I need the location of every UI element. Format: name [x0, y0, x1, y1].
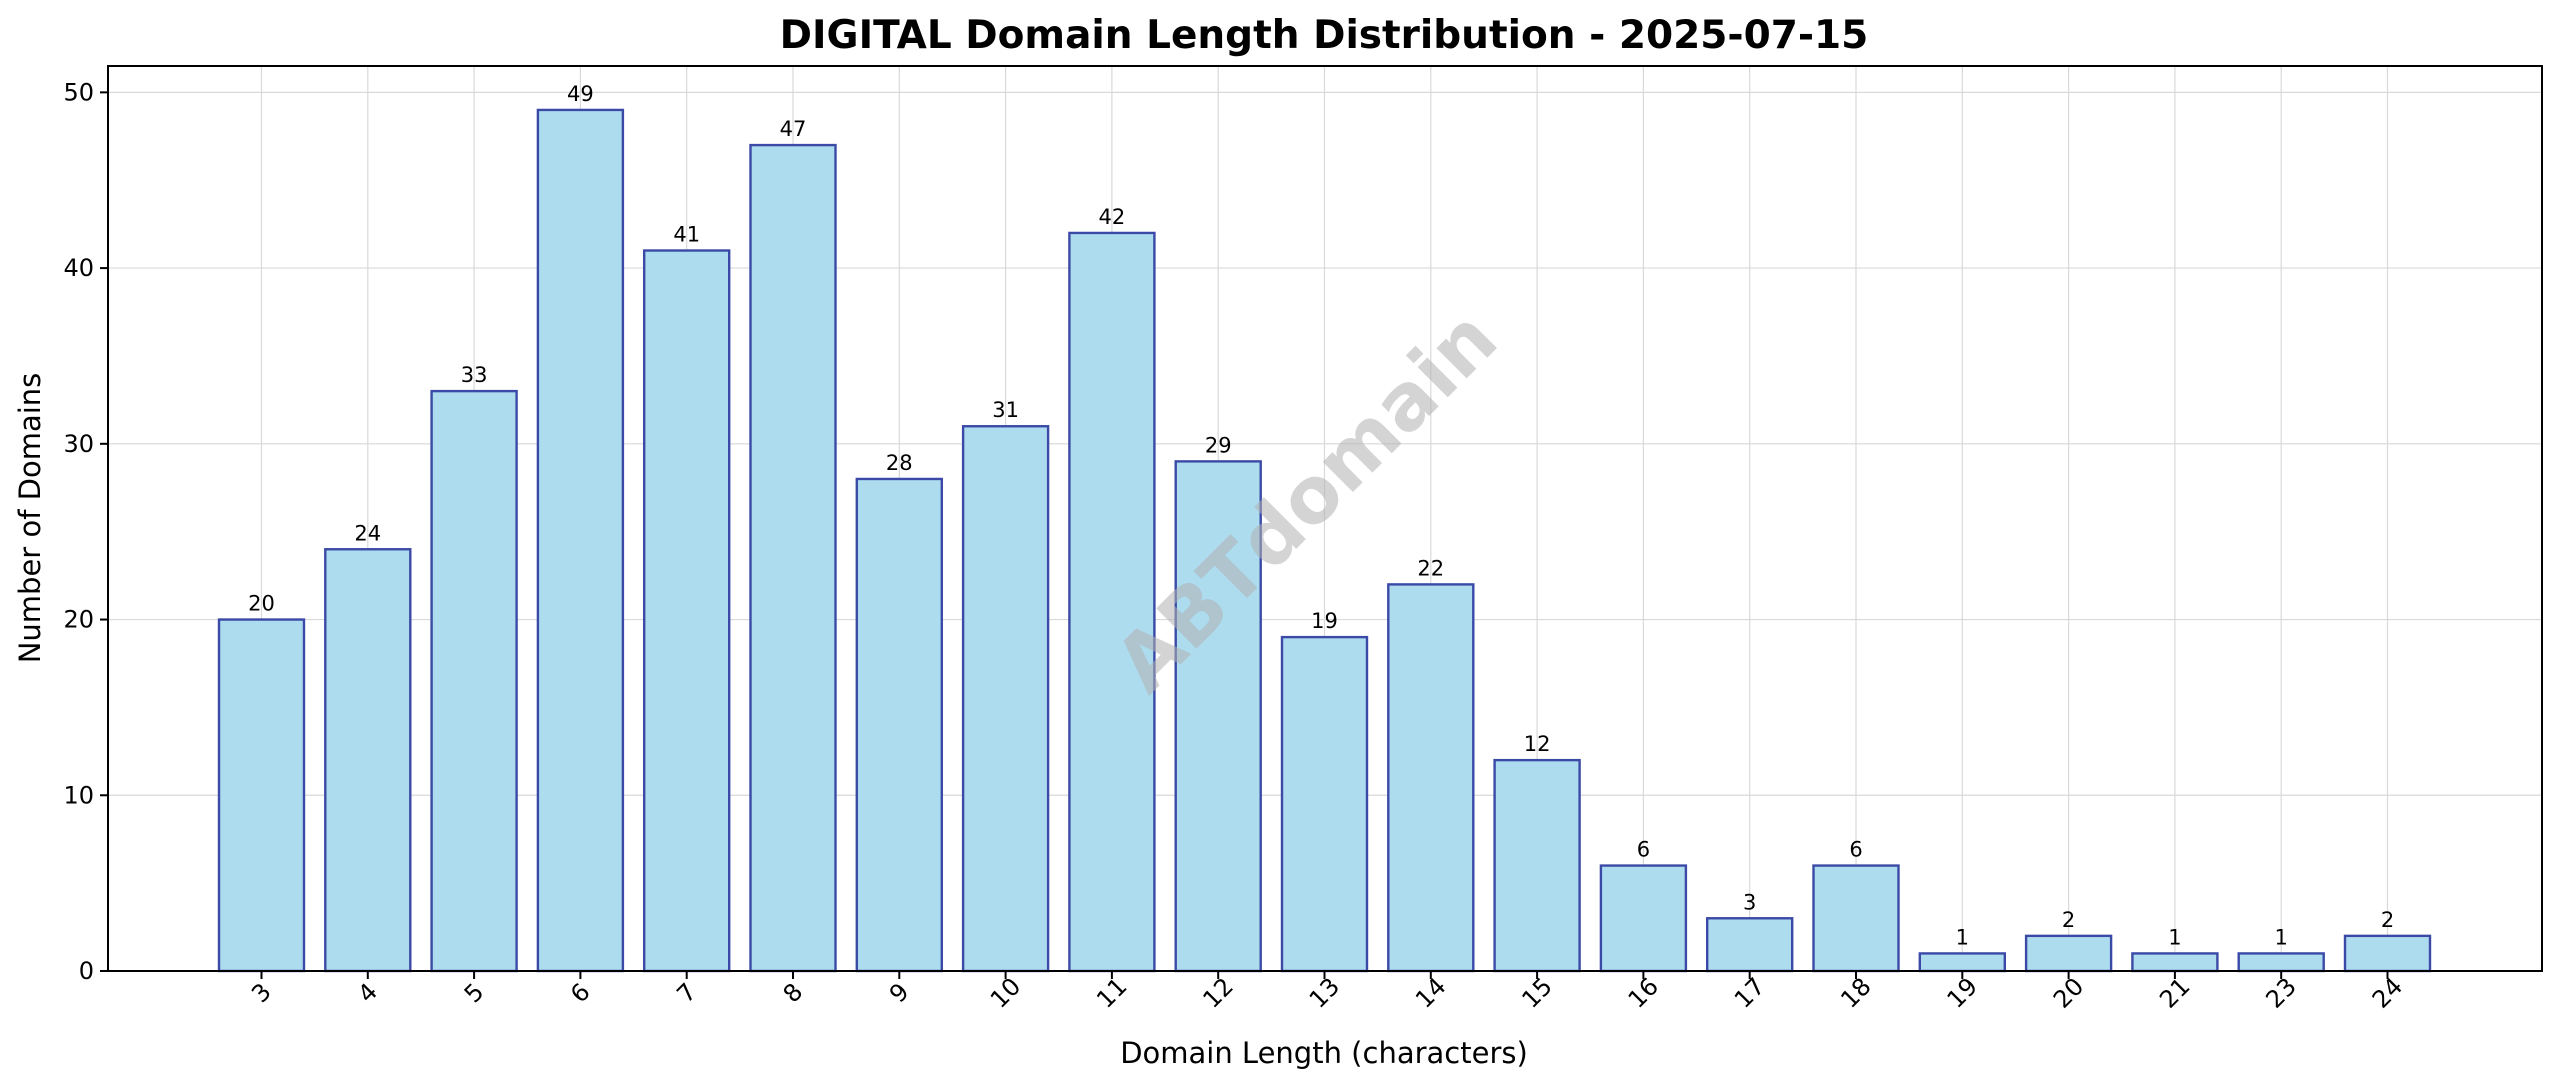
chart-title: DIGITAL Domain Length Distribution - 202… — [780, 13, 1869, 58]
bar — [643, 249, 731, 973]
y-tick-label: 30 — [63, 430, 94, 458]
x-axis-label: Domain Length (characters) — [1120, 1036, 1528, 1070]
x-tick-label: 21 — [2154, 972, 2195, 1013]
bar — [2024, 934, 2113, 973]
x-tick-label: 16 — [1623, 972, 1664, 1013]
bar-value-label: 2 — [2062, 908, 2075, 932]
bar-value-label: 6 — [1637, 838, 1650, 862]
bar-value-label: 42 — [1099, 205, 1126, 229]
bar — [536, 108, 625, 973]
bar — [324, 548, 412, 973]
bar — [1599, 864, 1688, 973]
x-tick-label: 14 — [1410, 972, 1451, 1013]
bar-value-label: 1 — [1956, 925, 1969, 949]
bar-value-label: 2 — [2381, 908, 2394, 932]
x-tick-label: 7 — [671, 978, 702, 1009]
bar-value-label: 3 — [1743, 890, 1756, 914]
bar-value-label: 33 — [461, 363, 488, 387]
plot-frame — [107, 65, 2543, 972]
bar — [2343, 934, 2432, 973]
x-tick-label: 9 — [884, 978, 915, 1009]
x-tick-label: 11 — [1091, 972, 1132, 1013]
y-tick-label: 20 — [63, 606, 94, 634]
bar — [855, 477, 943, 973]
bar-value-label: 12 — [1524, 732, 1551, 756]
bar-value-label: 1 — [2168, 925, 2181, 949]
bar-value-label: 20 — [248, 592, 275, 616]
bar-value-label: 6 — [1849, 838, 1862, 862]
y-axis-label: Number of Domains — [13, 373, 47, 664]
x-axis-ticks: 3 4 5 6 7 8 9 10 11 12 13 14 15 16 17 18 19 20 21 23 24 — [246, 971, 2408, 1014]
bar-value-label: 24 — [354, 521, 381, 545]
bar — [2131, 952, 2219, 973]
bar-value-label: 41 — [673, 223, 700, 247]
y-tick-label: 10 — [63, 781, 94, 809]
bar-value-label: 49 — [567, 82, 594, 106]
bar — [1280, 635, 1369, 973]
bar — [1493, 758, 1581, 973]
bar — [2237, 952, 2325, 973]
x-tick-label: 15 — [1516, 972, 1557, 1013]
y-tick-label: 50 — [63, 78, 94, 106]
x-tick-label: 4 — [352, 978, 383, 1009]
bar — [1812, 864, 1900, 973]
bar-value-label: 29 — [1205, 433, 1232, 457]
bar — [1387, 583, 1475, 973]
x-tick-label: 3 — [246, 978, 277, 1009]
x-tick-label: 24 — [2367, 972, 2408, 1013]
bar-value-label: 22 — [1417, 556, 1444, 580]
bar-value-label: 28 — [886, 451, 913, 475]
x-tick-label: 23 — [2261, 972, 2302, 1013]
bar — [1918, 952, 2007, 973]
bars — [217, 108, 2432, 973]
bar — [1705, 917, 1794, 973]
x-tick-label: 13 — [1304, 972, 1345, 1013]
bar — [749, 143, 837, 973]
bar — [961, 425, 1050, 973]
x-tick-label: 20 — [2048, 972, 2089, 1013]
bar-value-label: 47 — [780, 117, 807, 141]
x-tick-label: 19 — [1942, 972, 1983, 1013]
y-tick-label: 40 — [63, 254, 94, 282]
x-tick-label: 5 — [459, 978, 490, 1009]
x-tick-label: 12 — [1198, 972, 1239, 1013]
bar — [217, 618, 306, 973]
bar — [1068, 231, 1156, 973]
x-tick-label: 10 — [985, 972, 1026, 1013]
x-tick-label: 6 — [565, 978, 596, 1009]
bar — [430, 389, 518, 973]
bar-value-label: 19 — [1311, 609, 1338, 633]
x-tick-label: 18 — [1835, 972, 1876, 1013]
y-tick-label: 0 — [79, 957, 94, 985]
bar-value-label: 1 — [2275, 925, 2288, 949]
y-axis-ticks: 0 10 20 30 40 50 — [63, 78, 108, 985]
x-tick-label: 8 — [778, 978, 809, 1009]
bar-value-label: 31 — [992, 398, 1019, 422]
x-tick-label: 17 — [1729, 972, 1770, 1013]
